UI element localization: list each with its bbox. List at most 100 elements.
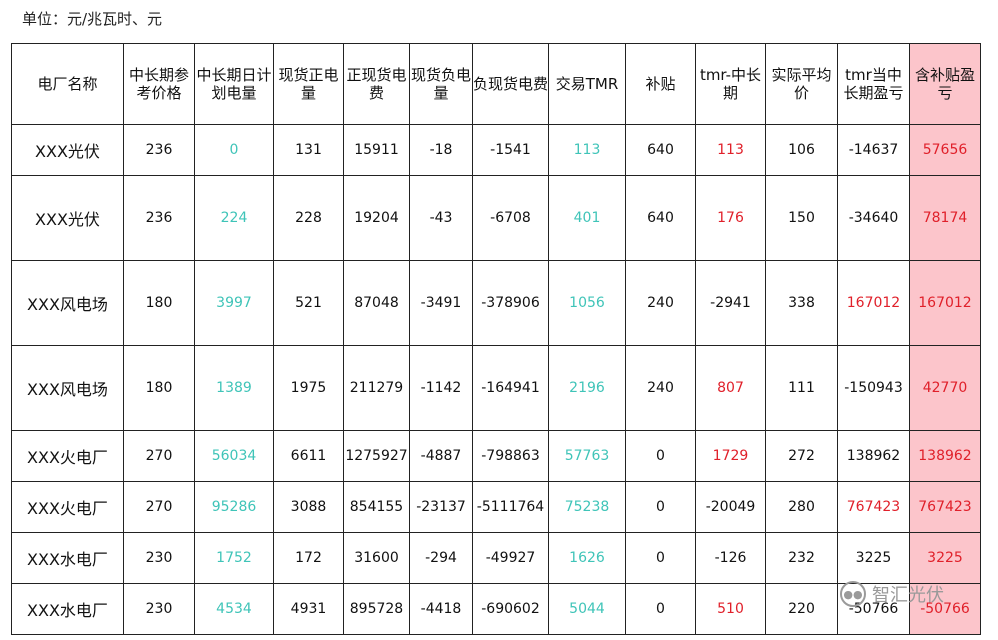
- watermark-text: 智汇光伏: [872, 585, 944, 606]
- table-row: XXX火电厂 270 56034 6611 1275927 -4887 -798…: [11, 430, 981, 482]
- cell-pnl-with-subsidy: 57656: [909, 124, 981, 176]
- cell-tmr: 1056: [548, 260, 626, 346]
- cell-subsidy: 240: [625, 260, 696, 346]
- header-spot-pos-energy: 现货正电量: [273, 43, 344, 125]
- cell-tmr-minus-mlt: 113: [695, 124, 766, 176]
- cell-spot-neg-energy: -18: [409, 124, 473, 176]
- cell-ref-price: 236: [123, 175, 195, 261]
- cell-spot-neg-fee: -164941: [472, 345, 549, 431]
- header-daily-plan: 中长期日计划电量: [194, 43, 274, 125]
- cell-avg-price: 338: [765, 260, 838, 346]
- cell-subsidy: 0: [625, 532, 696, 584]
- cell-avg-price: 220: [765, 583, 838, 635]
- cell-ref-price: 180: [123, 345, 195, 431]
- header-plant-name: 电厂名称: [11, 43, 124, 125]
- cell-spot-pos-energy: 521: [273, 260, 344, 346]
- cell-spot-neg-fee: -1541: [472, 124, 549, 176]
- cell-tmr-minus-mlt: -126: [695, 532, 766, 584]
- table-row: XXX火电厂 270 95286 3088 854155 -23137 -511…: [11, 481, 981, 533]
- cell-spot-pos-fee: 19204: [343, 175, 410, 261]
- cell-tmr: 113: [548, 124, 626, 176]
- cell-tmr-minus-mlt: 510: [695, 583, 766, 635]
- cell-ref-price: 236: [123, 124, 195, 176]
- cell-spot-pos-energy: 6611: [273, 430, 344, 482]
- table-row: XXX风电场 180 3997 521 87048 -3491 -378906 …: [11, 260, 981, 346]
- cell-spot-pos-energy: 228: [273, 175, 344, 261]
- cell-plant-name: XXX火电厂: [11, 481, 124, 533]
- cell-pnl-with-subsidy: 3225: [909, 532, 981, 584]
- cell-tmr-pnl: 167012: [837, 260, 910, 346]
- cell-spot-pos-energy: 3088: [273, 481, 344, 533]
- cell-tmr-pnl: 138962: [837, 430, 910, 482]
- cell-daily-plan: 4534: [194, 583, 274, 635]
- cell-daily-plan: 95286: [194, 481, 274, 533]
- wechat-logo-icon: ●●: [840, 581, 866, 607]
- table-row: XXX光伏 236 224 228 19204 -43 -6708 401 64…: [11, 175, 981, 261]
- cell-plant-name: XXX水电厂: [11, 583, 124, 635]
- cell-spot-neg-energy: -4887: [409, 430, 473, 482]
- cell-tmr-pnl: 767423: [837, 481, 910, 533]
- header-tmr: 交易TMR: [548, 43, 626, 125]
- cell-spot-neg-energy: -4418: [409, 583, 473, 635]
- cell-plant-name: XXX风电场: [11, 345, 124, 431]
- cell-tmr-pnl: -150943: [837, 345, 910, 431]
- table-row: XXX风电场 180 1389 1975 211279 -1142 -16494…: [11, 345, 981, 431]
- cell-avg-price: 232: [765, 532, 838, 584]
- cell-pnl-with-subsidy: -50766: [909, 583, 981, 635]
- cell-spot-pos-energy: 131: [273, 124, 344, 176]
- cell-daily-plan: 56034: [194, 430, 274, 482]
- cell-plant-name: XXX水电厂: [11, 532, 124, 584]
- cell-tmr: 75238: [548, 481, 626, 533]
- cell-subsidy: 240: [625, 345, 696, 431]
- cell-tmr: 57763: [548, 430, 626, 482]
- header-tmr-minus-mlt: tmr-中长期: [695, 43, 766, 125]
- cell-spot-pos-fee: 15911: [343, 124, 410, 176]
- cell-daily-plan: 0: [194, 124, 274, 176]
- cell-spot-neg-fee: -798863: [472, 430, 549, 482]
- cell-tmr-minus-mlt: 176: [695, 175, 766, 261]
- cell-tmr-pnl: 3225: [837, 532, 910, 584]
- cell-spot-neg-energy: -1142: [409, 345, 473, 431]
- cell-subsidy: 640: [625, 175, 696, 261]
- cell-spot-neg-fee: -5111764: [472, 481, 549, 533]
- header-spot-neg-energy: 现货负电量: [409, 43, 473, 125]
- cell-avg-price: 106: [765, 124, 838, 176]
- cell-avg-price: 280: [765, 481, 838, 533]
- cell-tmr: 2196: [548, 345, 626, 431]
- cell-spot-neg-energy: -23137: [409, 481, 473, 533]
- header-row: 电厂名称 中长期参考价格 中长期日计划电量 现货正电量 正现货电费 现货负电量 …: [11, 43, 981, 125]
- cell-pnl-with-subsidy: 138962: [909, 430, 981, 482]
- cell-plant-name: XXX风电场: [11, 260, 124, 346]
- cell-ref-price: 270: [123, 481, 195, 533]
- cell-spot-pos-fee: 87048: [343, 260, 410, 346]
- header-spot-pos-fee: 正现货电费: [343, 43, 410, 125]
- cell-ref-price: 180: [123, 260, 195, 346]
- cell-subsidy: 0: [625, 481, 696, 533]
- cell-tmr-pnl: -50766: [837, 583, 910, 635]
- cell-spot-neg-fee: -49927: [472, 532, 549, 584]
- cell-spot-pos-energy: 1975: [273, 345, 344, 431]
- cell-tmr: 1626: [548, 532, 626, 584]
- cell-spot-pos-fee: 211279: [343, 345, 410, 431]
- cell-pnl-with-subsidy: 767423: [909, 481, 981, 533]
- cell-spot-pos-fee: 854155: [343, 481, 410, 533]
- cell-subsidy: 640: [625, 124, 696, 176]
- cell-spot-neg-energy: -294: [409, 532, 473, 584]
- cell-tmr-minus-mlt: 807: [695, 345, 766, 431]
- cell-spot-pos-energy: 4931: [273, 583, 344, 635]
- watermark: ●● 智汇光伏: [840, 581, 944, 607]
- header-spot-neg-fee: 负现货电费: [472, 43, 549, 125]
- header-avg-price: 实际平均价: [765, 43, 838, 125]
- cell-spot-neg-fee: -378906: [472, 260, 549, 346]
- header-pnl-with-subsidy: 含补贴盈亏: [909, 43, 981, 125]
- cell-tmr: 5044: [548, 583, 626, 635]
- cell-daily-plan: 1752: [194, 532, 274, 584]
- cell-spot-pos-fee: 895728: [343, 583, 410, 635]
- cell-tmr-minus-mlt: -20049: [695, 481, 766, 533]
- cell-plant-name: XXX火电厂: [11, 430, 124, 482]
- cell-tmr-minus-mlt: 1729: [695, 430, 766, 482]
- table-row: XXX光伏 236 0 131 15911 -18 -1541 113 640 …: [11, 124, 981, 176]
- cell-pnl-with-subsidy: 78174: [909, 175, 981, 261]
- cell-subsidy: 0: [625, 583, 696, 635]
- cell-spot-neg-fee: -6708: [472, 175, 549, 261]
